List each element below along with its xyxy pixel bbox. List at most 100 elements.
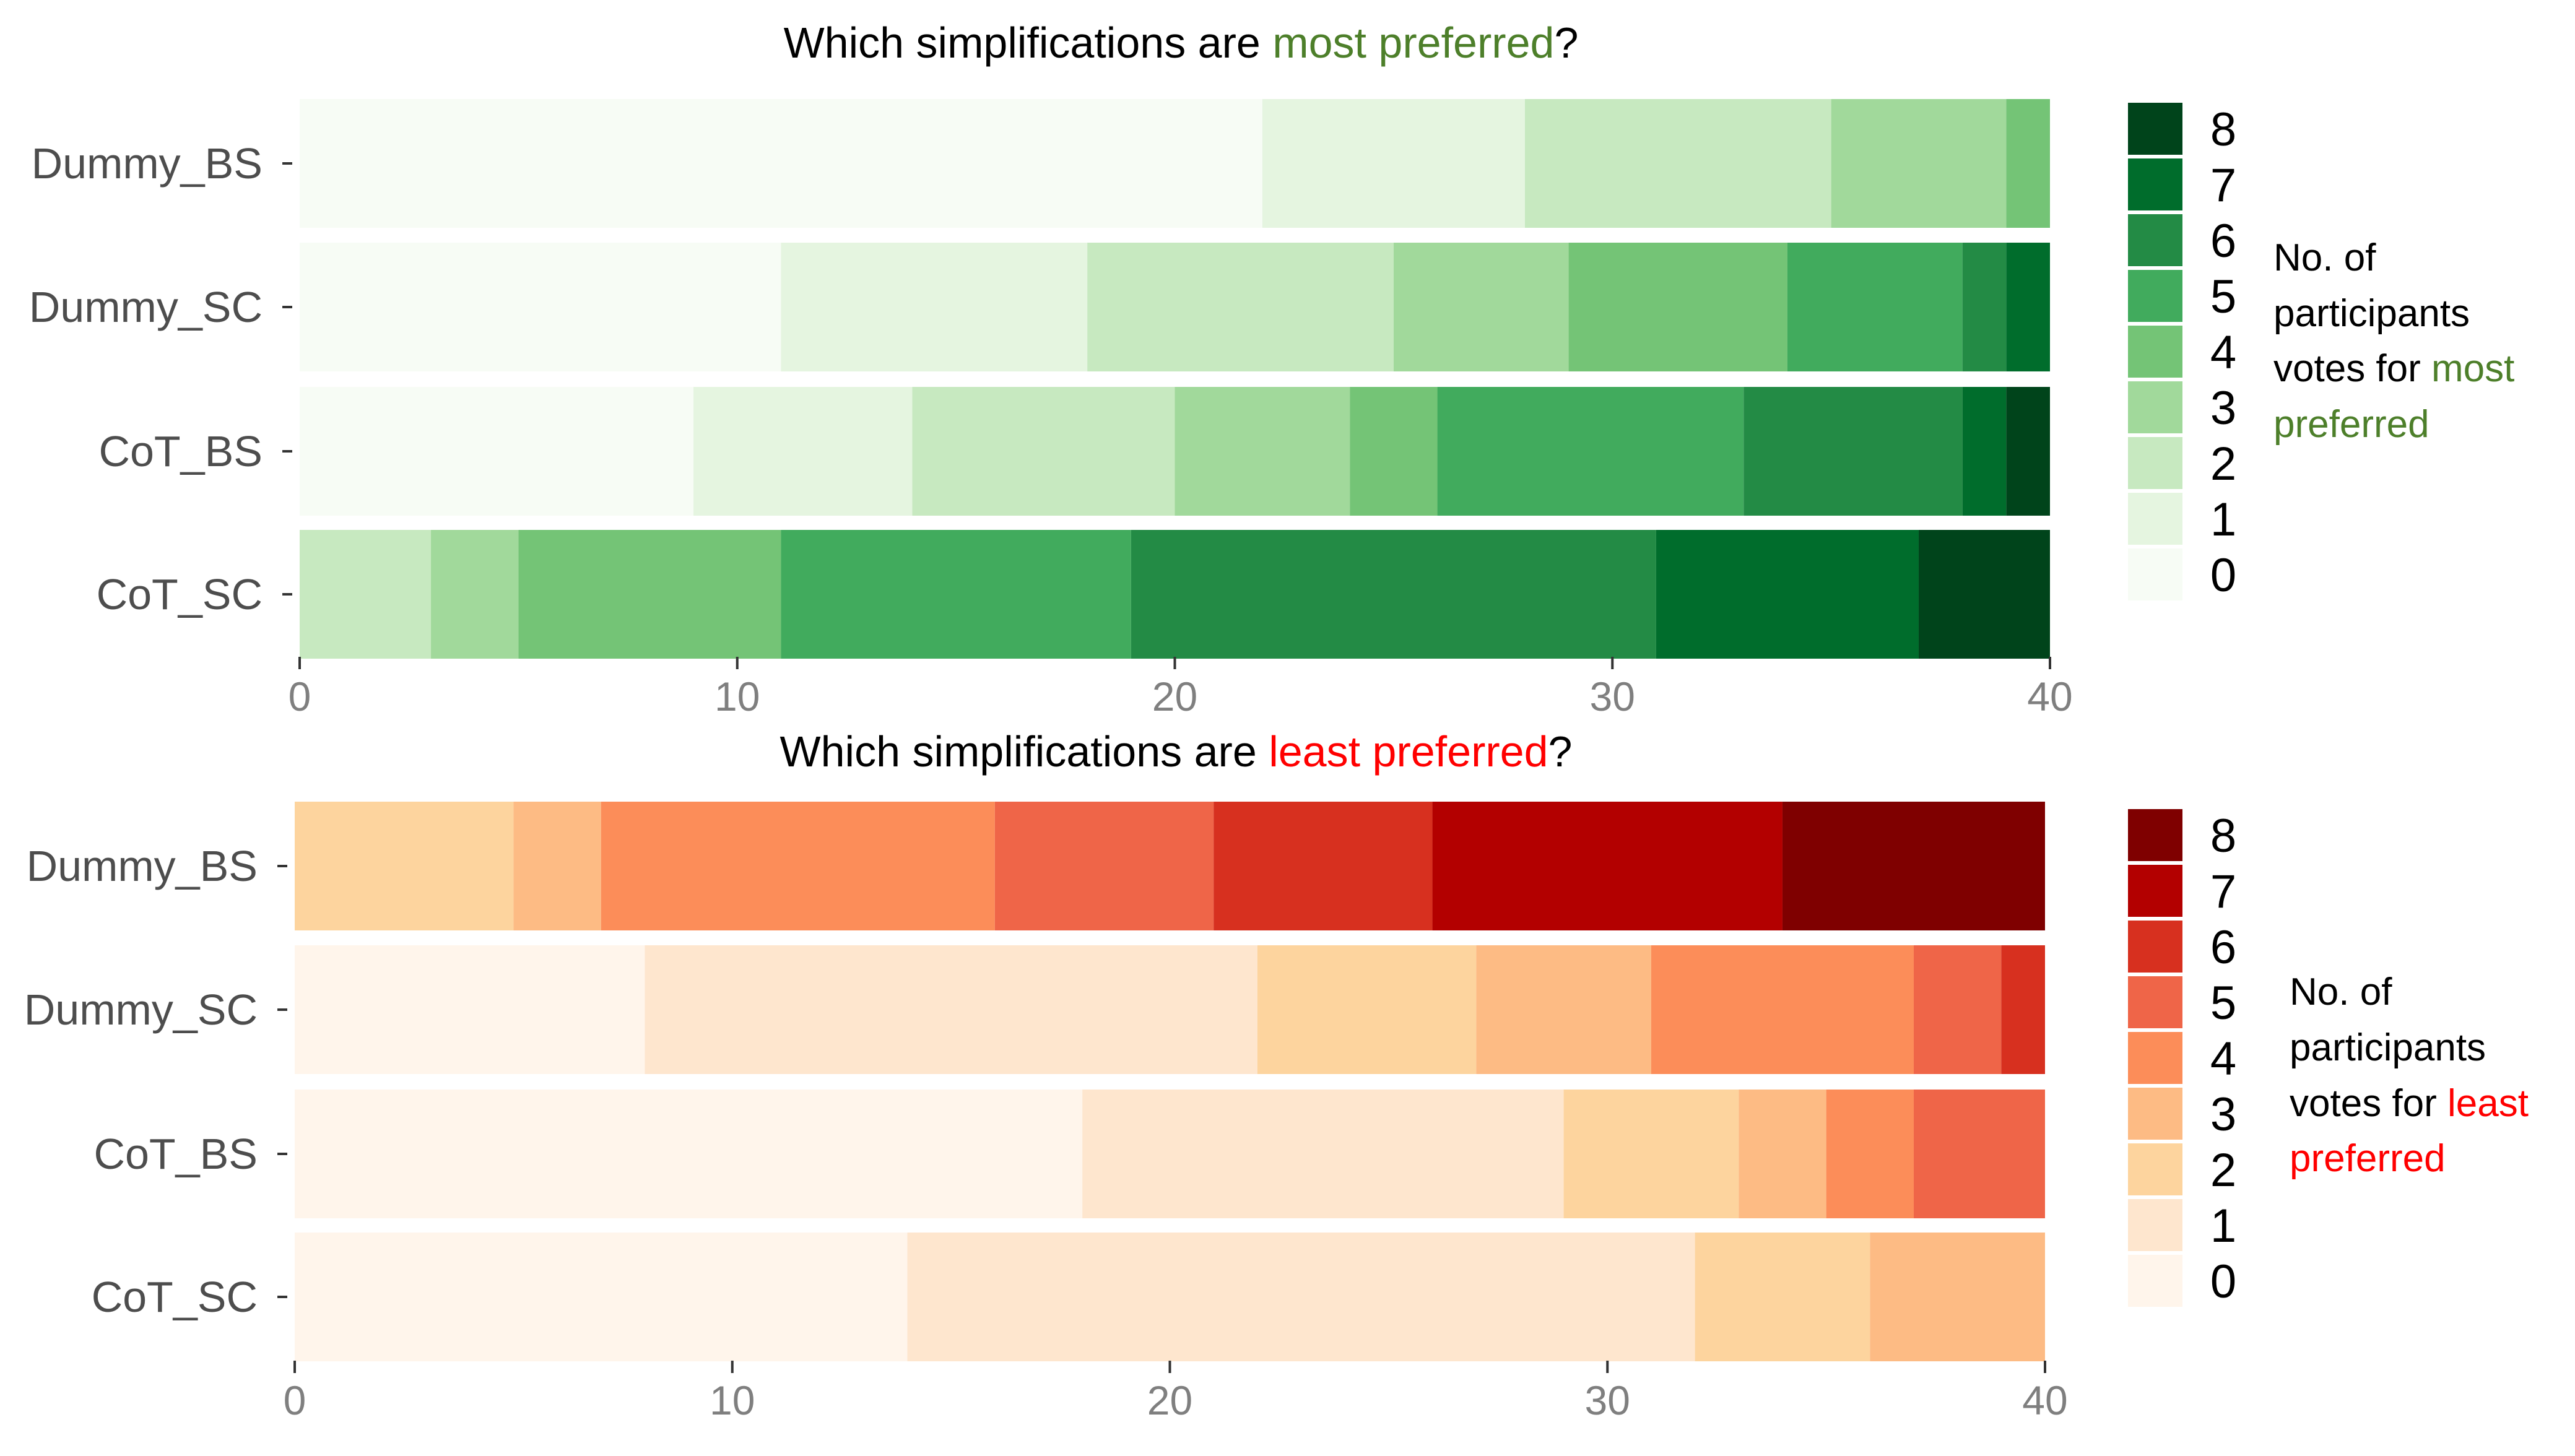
legend-swatch-7 — [2128, 865, 2182, 917]
most-legend-caption-line: preferred — [2273, 403, 2430, 446]
bar-segment-Dummy_SC-1 — [645, 945, 1257, 1074]
legend-swatch-2 — [2128, 1143, 2182, 1195]
bar-segment-CoT_BS-8 — [2006, 387, 2050, 516]
title-part: ? — [1548, 727, 1573, 776]
legend-label: 8 — [2210, 103, 2236, 156]
legend-caption-part: votes for — [2273, 347, 2431, 390]
bar-segment-CoT_BS-0 — [295, 1090, 1083, 1218]
bar-segment-Dummy_SC-3 — [1393, 243, 1569, 371]
x-tick-label: 0 — [284, 1377, 306, 1423]
bar-segment-CoT_SC-0 — [295, 1233, 908, 1361]
category-label: CoT_SC — [97, 570, 263, 618]
x-tick-label: 0 — [289, 674, 311, 719]
least-legend-caption-line: participants — [2290, 1026, 2486, 1069]
bar-segment-CoT_BS-7 — [1962, 387, 2007, 516]
legend-swatch-1 — [2128, 1199, 2182, 1251]
legend-swatch-7 — [2128, 158, 2182, 210]
legend-swatch-4 — [2128, 326, 2182, 378]
legend-label: 5 — [2210, 977, 2236, 1029]
bar-segment-Dummy_BS-3 — [513, 802, 601, 930]
legend-caption-part: most — [2431, 347, 2514, 390]
bar-segment-Dummy_SC-5 — [1913, 945, 2002, 1074]
bar-segment-CoT_SC-3 — [431, 530, 519, 659]
bar-segment-Dummy_SC-4 — [1651, 945, 1914, 1074]
bar-segment-Dummy_BS-2 — [295, 802, 514, 930]
most-legend-caption-line: votes for most — [2273, 347, 2514, 390]
legend-swatch-8 — [2128, 809, 2182, 861]
bar-segment-CoT_SC-8 — [1918, 530, 2050, 659]
x-tick-label: 20 — [1152, 674, 1197, 719]
bar-segment-CoT_SC-3 — [1870, 1233, 2045, 1361]
legend-label: 6 — [2210, 921, 2236, 974]
legend-label: 4 — [2210, 326, 2236, 379]
bar-segment-Dummy_BS-7 — [1432, 802, 1783, 930]
legend-swatch-5 — [2128, 976, 2182, 1028]
legend-caption-part: participants — [2290, 1026, 2486, 1069]
legend-caption-part: preferred — [2273, 403, 2430, 446]
bar-segment-Dummy_SC-2 — [1257, 945, 1477, 1074]
legend-swatch-3 — [2128, 1088, 2182, 1140]
bar-segment-CoT_BS-6 — [1743, 387, 1963, 516]
x-tick-label: 30 — [1585, 1377, 1630, 1423]
legend-caption-part: No. of — [2273, 236, 2376, 279]
least-legend-caption-line: votes for least — [2290, 1082, 2529, 1125]
bar-segment-Dummy_BS-4 — [2006, 99, 2050, 228]
bar-segment-CoT_BS-5 — [1437, 387, 1744, 516]
legend-label: 8 — [2210, 810, 2236, 862]
legend-swatch-0 — [2128, 548, 2182, 600]
legend-label: 2 — [2210, 1144, 2236, 1197]
bar-segment-CoT_BS-2 — [912, 387, 1175, 516]
bar-segment-Dummy_BS-0 — [300, 99, 1262, 228]
bar-segment-CoT_BS-3 — [1175, 387, 1350, 516]
legend-label: 7 — [2210, 159, 2236, 212]
legend-swatch-2 — [2128, 437, 2182, 489]
bar-segment-CoT_BS-1 — [693, 387, 913, 516]
bar-segment-CoT_SC-7 — [1656, 530, 1919, 659]
bar-segment-Dummy_SC-1 — [781, 243, 1088, 371]
legend-label: 0 — [2210, 1255, 2236, 1308]
category-label: CoT_BS — [93, 1130, 258, 1178]
bar-segment-Dummy_BS-6 — [1214, 802, 1433, 930]
legend-label: 3 — [2210, 382, 2236, 435]
legend-swatch-1 — [2128, 493, 2182, 545]
x-tick-label: 40 — [2022, 1377, 2067, 1423]
bar-segment-CoT_SC-4 — [518, 530, 781, 659]
bar-segment-Dummy_BS-3 — [1831, 99, 2007, 228]
category-label: Dummy_SC — [29, 283, 263, 331]
category-label: Dummy_BS — [27, 842, 258, 890]
least-preferred-chart: Which simplifications are least preferre… — [24, 727, 2529, 1423]
least-legend-caption-line: preferred — [2290, 1137, 2446, 1180]
legend-swatch-0 — [2128, 1255, 2182, 1307]
legend-label: 1 — [2210, 493, 2236, 546]
bar-segment-Dummy_BS-5 — [994, 802, 1214, 930]
legend-caption-part: No. of — [2290, 971, 2392, 1013]
title-part: most preferred — [1272, 19, 1554, 67]
x-tick-label: 30 — [1590, 674, 1635, 719]
title-part: ? — [1554, 19, 1578, 67]
least-legend-caption-line: No. of — [2290, 971, 2392, 1013]
most-chart-title: Which simplifications are most preferred… — [784, 19, 1579, 67]
bar-segment-Dummy_BS-2 — [1524, 99, 1831, 228]
bar-segment-CoT_BS-2 — [1563, 1090, 1739, 1218]
legend-label: 7 — [2210, 865, 2236, 918]
bar-segment-CoT_BS-0 — [300, 387, 694, 516]
bar-segment-CoT_SC-2 — [1695, 1233, 1870, 1361]
x-tick-label: 20 — [1147, 1377, 1192, 1423]
category-label: CoT_SC — [92, 1273, 258, 1321]
x-tick-label: 40 — [2027, 674, 2072, 719]
bar-segment-Dummy_SC-0 — [300, 243, 781, 371]
most-legend-caption-line: participants — [2273, 292, 2470, 335]
legend-swatch-5 — [2128, 270, 2182, 322]
category-label: Dummy_BS — [32, 139, 263, 188]
category-label: Dummy_SC — [24, 986, 258, 1034]
title-part: Which simplifications are — [784, 19, 1273, 67]
legend-label: 5 — [2210, 271, 2236, 323]
bar-segment-CoT_SC-6 — [1131, 530, 1656, 659]
bar-segment-Dummy_SC-5 — [1787, 243, 1963, 371]
legend-caption-part: preferred — [2290, 1137, 2446, 1180]
legend-swatch-4 — [2128, 1032, 2182, 1084]
bar-segment-CoT_BS-4 — [1350, 387, 1438, 516]
most-legend-caption-line: No. of — [2273, 236, 2376, 279]
bar-segment-CoT_SC-5 — [781, 530, 1131, 659]
